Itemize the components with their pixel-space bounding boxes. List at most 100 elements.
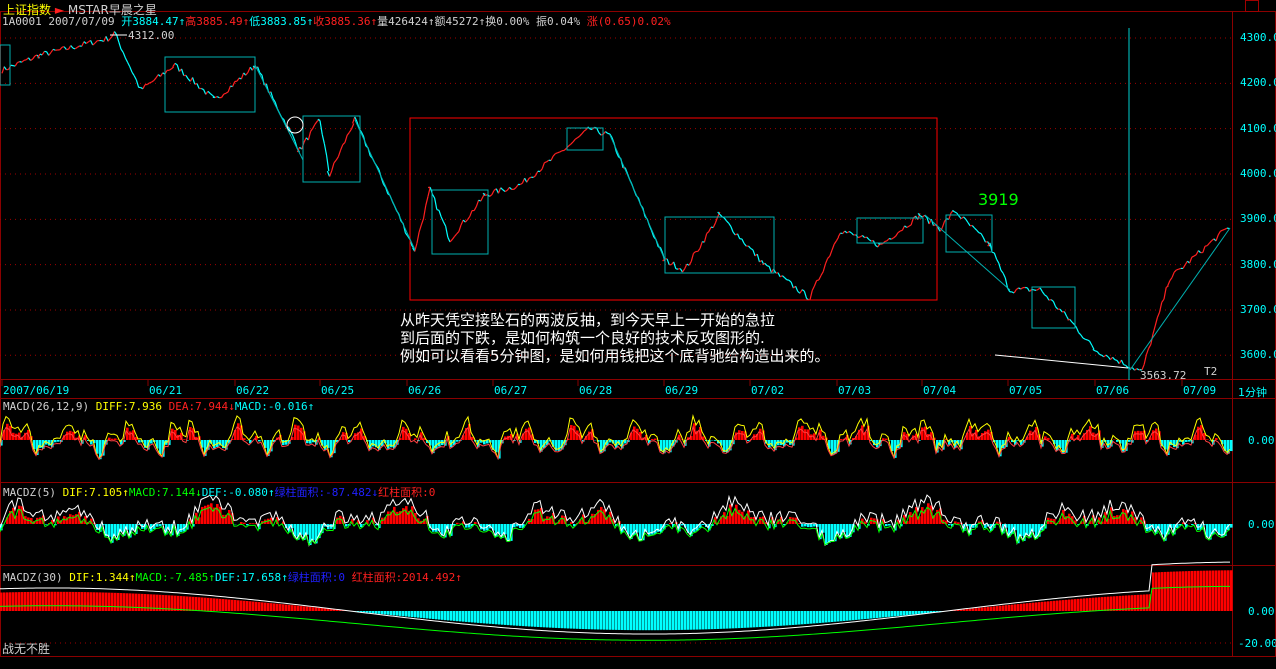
macdz30-bar [495, 611, 498, 625]
price-segment [624, 167, 628, 174]
macd-bar [435, 440, 438, 449]
formula-name[interactable]: MSTAR早晨之星 [67, 3, 157, 17]
macd-bar [372, 440, 375, 447]
macdz30-bar [207, 597, 210, 611]
macd-bar [231, 438, 234, 440]
macd-bar [972, 433, 975, 440]
price-tick-label: 4100.0 [1240, 121, 1276, 135]
macdz30-bar [75, 591, 78, 611]
macd-bar [1083, 433, 1086, 440]
price-segment [307, 131, 312, 141]
macd-bar [567, 438, 570, 440]
trend-line [924, 214, 1011, 291]
macd-dea: DEA:7.944 [168, 400, 229, 413]
macdz30-bar [516, 611, 519, 626]
macdz5-bar [84, 516, 87, 524]
macd-bar [690, 435, 693, 440]
date-tick-label: 07/09 [1183, 384, 1217, 397]
price-segment [974, 227, 978, 231]
macdz5-bar [1128, 517, 1131, 524]
macdz30-bar [522, 611, 525, 627]
macdz5-bar [255, 523, 258, 524]
macdz30-bar [1116, 596, 1119, 611]
macdz5-bar [1179, 524, 1182, 526]
price-segment [259, 72, 263, 76]
price-segment [768, 266, 772, 273]
macdz30-bar [798, 611, 801, 625]
macdz5-bar [726, 515, 729, 524]
price-segment [1029, 288, 1033, 293]
macdz5-bar [984, 524, 987, 529]
macdz5-bar [1098, 517, 1101, 524]
macdz30-bar [129, 593, 132, 611]
price-segment [673, 261, 677, 270]
macdz5-bar [297, 524, 300, 540]
price-segment [159, 72, 164, 77]
macdz30-bar [1044, 601, 1047, 611]
price-segment [1123, 364, 1127, 367]
window-toggle-icon[interactable] [1245, 0, 1259, 12]
price-segment [436, 208, 440, 211]
macd-bar [264, 440, 267, 448]
price-segment [795, 286, 799, 292]
price-segment [1131, 367, 1136, 371]
macd-bar [330, 440, 333, 458]
macd-bar [1188, 440, 1191, 442]
macdz5-bar [1122, 509, 1125, 524]
macdz30-bar [339, 609, 342, 611]
macdz30-bar [726, 611, 729, 629]
macdz5-bar [696, 524, 699, 531]
price-segment [1204, 245, 1208, 247]
price-segment [926, 217, 930, 225]
period-label[interactable]: 1分钟 [1238, 386, 1267, 399]
macdz30-bar [159, 594, 162, 611]
triangle-icon[interactable]: ► [54, 3, 65, 17]
macdz5-bar [108, 524, 111, 537]
price-segment [596, 127, 600, 133]
macd-bar [144, 440, 147, 448]
macdz5-bar [918, 516, 921, 524]
macdz30-bar [1128, 595, 1131, 611]
macdz30-bar [81, 592, 84, 611]
macd-bar [453, 440, 456, 446]
index-name[interactable]: 上证指数 [3, 3, 52, 17]
macdz30-bar [1071, 599, 1074, 611]
price-segment [524, 177, 528, 183]
macd-bar [930, 432, 933, 440]
macdz30-bar [954, 610, 957, 611]
macdz30-bar [465, 611, 468, 622]
macdz5-bar [1218, 524, 1221, 535]
macd-bar [423, 437, 426, 440]
macd-bar [63, 435, 66, 440]
macdz5-bar [159, 524, 162, 527]
macdz5-bar [1035, 524, 1038, 539]
price-segment [893, 235, 897, 239]
price-segment [331, 162, 335, 171]
macd-bar [111, 438, 114, 440]
macdz5-bar [426, 516, 429, 524]
macdz30-bar [645, 611, 648, 631]
price-segment [1215, 234, 1219, 242]
price-segment [837, 232, 841, 238]
macdz30-bar [3, 592, 6, 611]
macdz5-bar [1029, 524, 1032, 538]
price-segment [681, 268, 686, 273]
macd-bar [249, 440, 252, 444]
macdz5-bar [408, 510, 411, 524]
macdz30-bar [864, 611, 867, 620]
macd-bar [48, 440, 51, 446]
macdz30-bar [204, 597, 207, 611]
macdz30-bar [225, 599, 228, 611]
price-segment [991, 251, 995, 254]
price-segment [1105, 354, 1109, 358]
price-segment [1000, 269, 1004, 274]
macd-bar [1143, 430, 1146, 440]
macdz30-bar [42, 591, 45, 611]
macd-bar [312, 440, 315, 443]
macdz5-dea-line [0, 506, 1231, 547]
macdz30-bar [624, 611, 627, 631]
macdz30-bar [330, 608, 333, 611]
macdz30-bar [1008, 604, 1011, 611]
macdz5-bar [462, 521, 465, 524]
pattern-box [431, 189, 489, 255]
